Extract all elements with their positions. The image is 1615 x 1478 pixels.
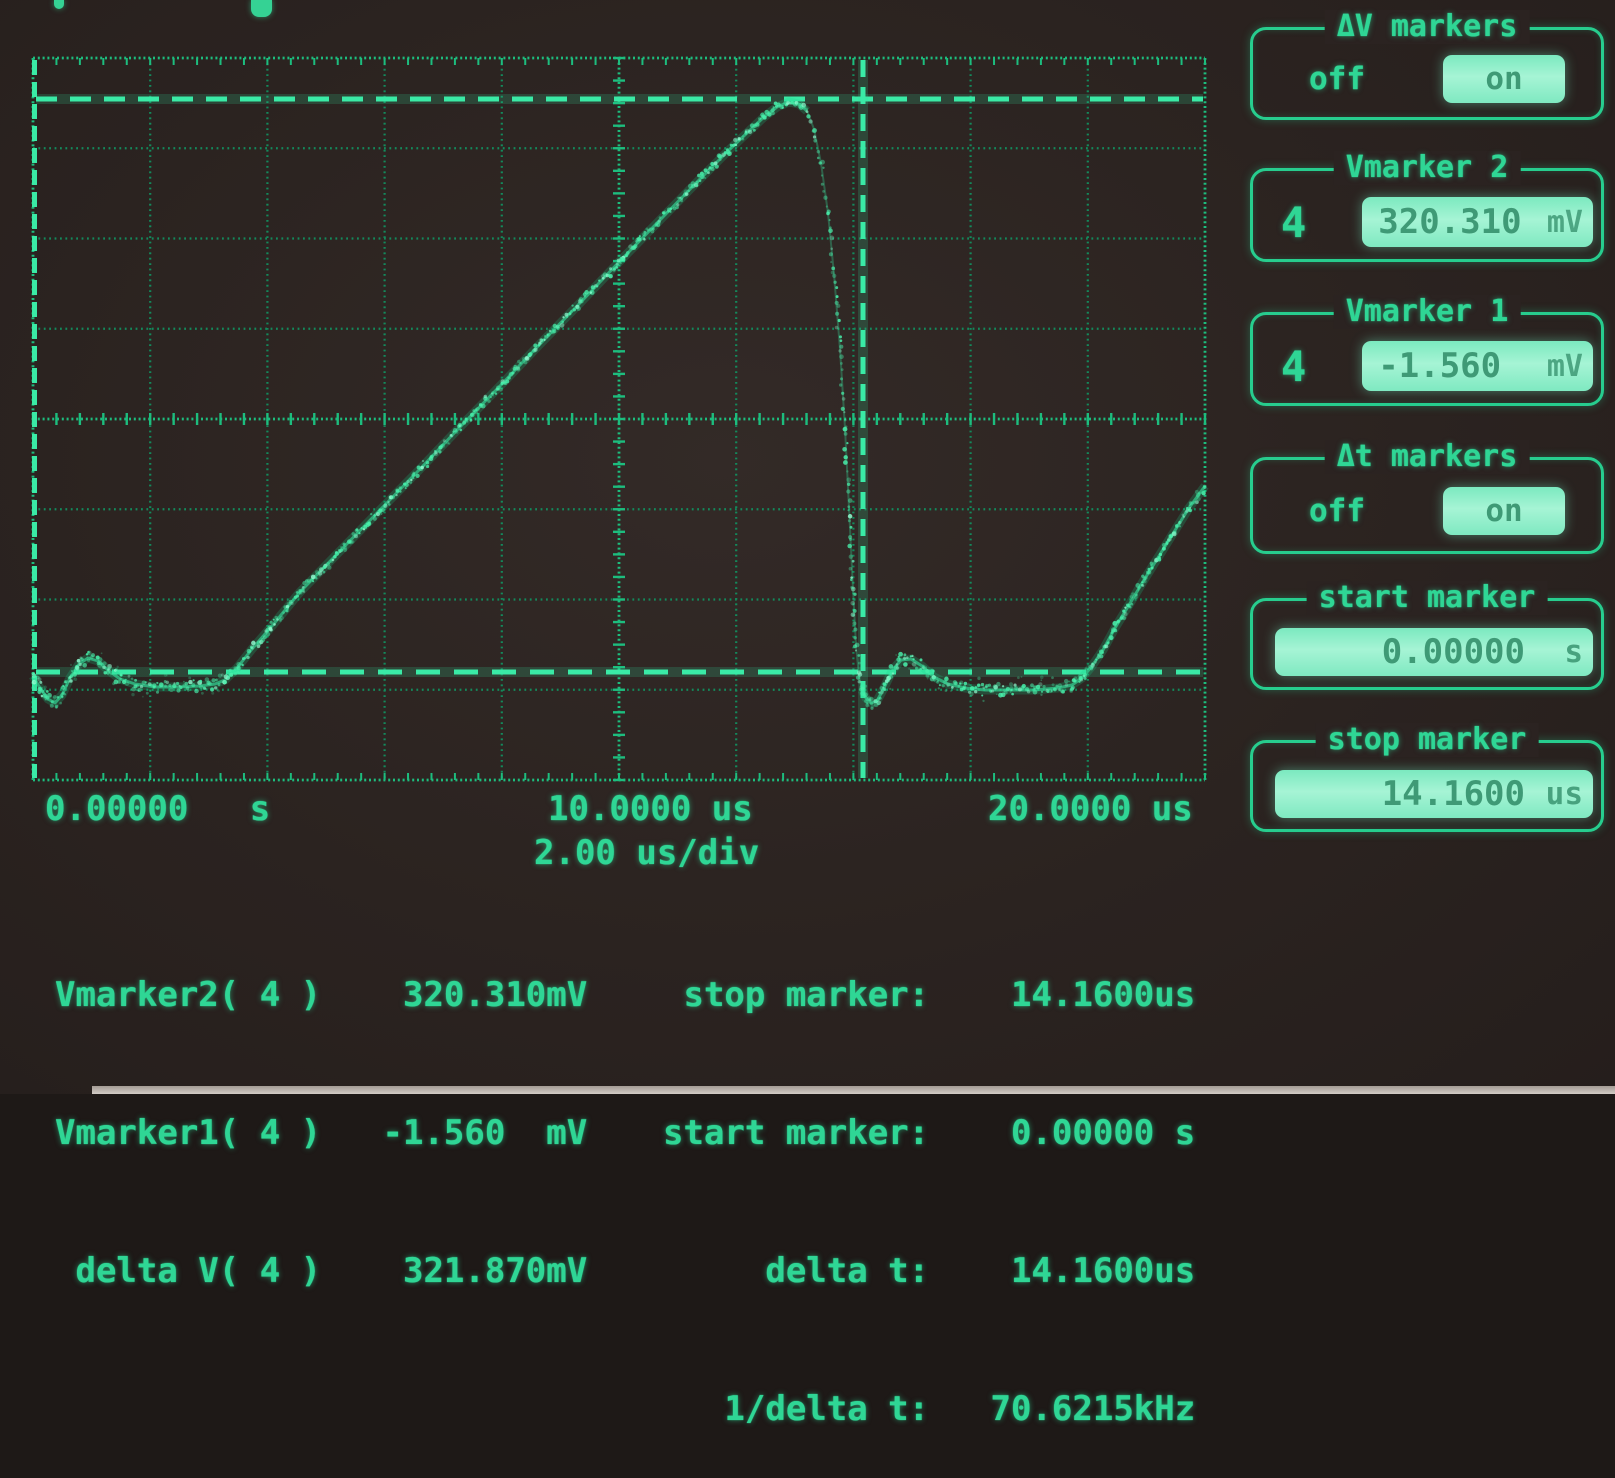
softkey-vmarker-2[interactable]: Vmarker 2 4 320.310 mV	[1250, 151, 1604, 262]
softkey-stop-marker[interactable]: stop marker 14.1600 us	[1250, 723, 1604, 832]
dt-markers-on-option[interactable]: on	[1443, 486, 1565, 535]
x-axis-label-right: 20.0000 us	[988, 789, 1193, 829]
readout-delta-v: delta V( 4 ) 321.870mV	[55, 1251, 588, 1291]
readout-stop-marker: stop marker: 14.1600us	[663, 975, 1196, 1015]
readout-delta-t: delta t: 14.1600us	[663, 1251, 1196, 1291]
readout-start-marker: start marker: 0.00000 s	[663, 1113, 1196, 1153]
stop-marker-unit: us	[1545, 776, 1583, 812]
softkey-title: Vmarker 2	[1333, 151, 1521, 185]
readout-vmarker1: Vmarker1( 4 ) -1.560 mV	[55, 1113, 588, 1153]
waveform-display	[29, 56, 1209, 782]
softkey-title: Δt markers	[1324, 440, 1530, 474]
vmarker2-value: 320.310	[1378, 202, 1522, 242]
channel-number: 4	[1281, 341, 1307, 391]
softkey-dv-markers[interactable]: ΔV markers off on	[1250, 10, 1604, 120]
start-marker-value: 0.00000	[1381, 632, 1525, 672]
vmarker2-value-field: 320.310 mV	[1362, 197, 1593, 247]
start-marker-value-field: 0.00000 s	[1275, 628, 1593, 676]
dt-markers-off-option[interactable]: off	[1309, 492, 1365, 529]
softkey-vmarker-1[interactable]: Vmarker 1 4 -1.560 mV	[1250, 295, 1604, 406]
start-marker-unit: s	[1564, 634, 1583, 670]
softkey-start-marker[interactable]: start marker 0.00000 s	[1250, 581, 1604, 690]
channel-number: 4	[1281, 197, 1307, 247]
vmarker1-value-field: -1.560 mV	[1362, 341, 1593, 391]
readout-inv-delta-t: 1/delta t: 70.6215kHz	[663, 1389, 1196, 1429]
vmarker1-value: -1.560	[1378, 346, 1502, 386]
x-axis-label-center: 10.0000 us	[548, 789, 753, 829]
softkey-title: stop marker	[1315, 723, 1539, 757]
dv-markers-on-option[interactable]: on	[1443, 54, 1565, 103]
softkey-title: ΔV markers	[1324, 10, 1530, 44]
stop-marker-value-field: 14.1600 us	[1275, 770, 1593, 818]
vmarker2-unit: mV	[1546, 204, 1583, 240]
softkey-title: Vmarker 1	[1333, 295, 1521, 329]
softkey-title: start marker	[1306, 581, 1548, 615]
x-axis-label-left: 0.00000 s	[45, 789, 271, 829]
timebase-label: 2.00 us/div	[534, 833, 760, 873]
partial-glyph	[54, 0, 64, 9]
readout-vmarker2: Vmarker2( 4 ) 320.310mV	[55, 975, 588, 1015]
partial-glyph	[251, 0, 272, 17]
stop-marker-value: 14.1600	[1381, 774, 1525, 814]
screen-bezel-edge	[92, 1086, 1615, 1094]
vmarker1-unit: mV	[1546, 348, 1583, 384]
dv-markers-off-option[interactable]: off	[1309, 60, 1365, 97]
softkey-dt-markers[interactable]: Δt markers off on	[1250, 440, 1604, 554]
